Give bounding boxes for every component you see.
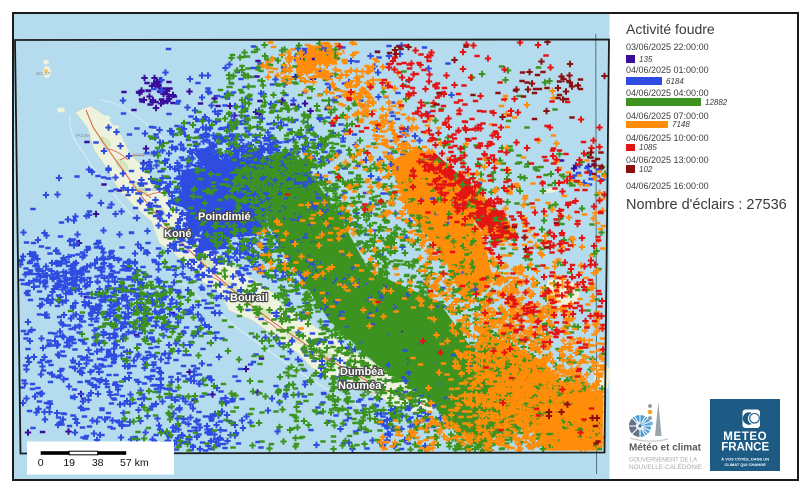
svg-text:GOUVERNEMENT DE LA: GOUVERNEMENT DE LA	[629, 457, 697, 464]
svg-text:FRANCE: FRANCE	[721, 442, 769, 454]
svg-text:Dumbéa: Dumbéa	[340, 366, 384, 378]
svg-text:57 km: 57 km	[120, 457, 149, 469]
svg-text:0: 0	[38, 457, 44, 469]
svg-text:KOUMAC: KOUMAC	[133, 152, 154, 157]
svg-text:POUM: POUM	[76, 133, 90, 138]
svg-text:CLIMAT QUI CHANGE: CLIMAT QUI CHANGE	[724, 462, 766, 467]
svg-text:Poindimié: Poindimié	[198, 211, 251, 223]
svg-text:NOUVELLE-CALÉDONIE: NOUVELLE-CALÉDONIE	[629, 462, 702, 471]
svg-text:BELEP: BELEP	[36, 71, 51, 76]
svg-text:38: 38	[92, 457, 104, 469]
svg-text:Nouméa: Nouméa	[338, 380, 382, 392]
svg-text:NOUMEA: NOUMEA	[362, 390, 381, 395]
svg-text:Koné: Koné	[164, 228, 192, 240]
svg-text:19: 19	[63, 457, 75, 469]
svg-text:METEO: METEO	[723, 431, 767, 443]
svg-text:À VOS CÔTÉS, DANS UN: À VOS CÔTÉS, DANS UN	[721, 457, 769, 462]
svg-text:KAALA-GOMEN: KAALA-GOMEN	[135, 187, 169, 192]
svg-text:Bourail: Bourail	[230, 292, 268, 304]
svg-text:Météo et climat: Météo et climat	[629, 443, 702, 454]
